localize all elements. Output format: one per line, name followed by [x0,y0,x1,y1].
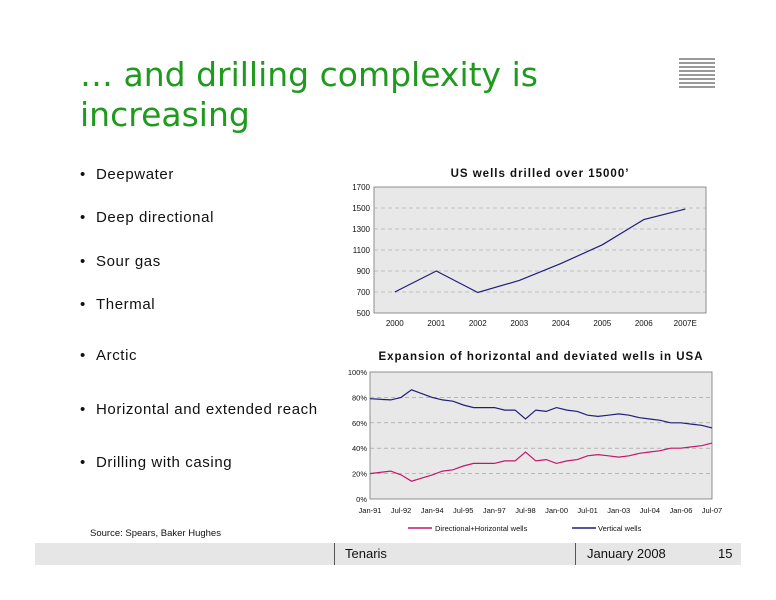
chart2-y-tick-label: 60% [352,419,367,428]
chart1-plot-area [373,186,707,314]
chart1-x-tick-label: 2006 [635,319,653,328]
chart2-y-tick-label: 80% [352,393,367,402]
chart2-y-tick-label: 100% [348,368,368,377]
bullet-item: • Deepwater [80,166,174,183]
chart2-legend-label: Directional+Horizontal wells [435,524,528,533]
bullet-text: Horizontal and extended reach [96,401,318,418]
chart2-x-tick-label: Jan-97 [483,506,506,515]
chart1-y-tick-label: 1100 [353,246,371,255]
chart1-x-tick-label: 2005 [593,319,611,328]
chart1-x-tick-label: 2000 [386,319,404,328]
chart2-y-tick-label: 40% [352,444,367,453]
chart1-title: US wells drilled over 15000’ [451,168,630,180]
chart2-series-directional-horizontal-line [369,442,713,482]
source-note: Source: Spears, Baker Hughes [90,528,221,539]
footer-date: January 2008 [587,546,666,561]
bullet-text: Deep directional [96,209,214,226]
bullet-item: • Horizontal and extended reach [80,401,318,418]
chart1-series-line [394,208,686,294]
chart1-x-tick-label: 2004 [552,319,570,328]
chart1-y-tick-label: 700 [357,288,371,297]
bullet-item: • Drilling with casing [80,454,233,471]
chart1-y-tick-label: 1300 [352,225,370,234]
chart1-y-tick-label: 1500 [352,204,370,213]
footer-company: Tenaris [345,546,387,561]
bullet-item: • Arctic [80,347,138,364]
chart2-x-tick-label: Jan-00 [545,506,568,515]
bullet-text: Deepwater [96,166,174,183]
bullet-text: Arctic [96,347,138,364]
chart2-x-tick-label: Jul-98 [515,506,535,515]
chart1-y-tick-label: 1700 [352,183,370,192]
chart1-y-tick-label: 500 [357,309,371,318]
chart1-y-tick-label: 900 [357,267,371,276]
chart2-x-tick-label: Jan-94 [421,506,444,515]
bullet-text: Drilling with casing [96,454,233,471]
bullet-text: Thermal [96,296,156,313]
chart1-x-tick-label: 2003 [510,319,528,328]
chart1-x-tick-label: 2001 [427,319,445,328]
chart2-legend-label: Vertical wells [598,524,642,533]
page-title: … and drilling complexity is increasing [80,55,538,134]
chart1-x-tick-label: 2007E [674,319,697,328]
footer-divider [334,543,335,565]
bullet-text: Sour gas [96,253,161,270]
chart2-y-tick-label: 20% [352,470,367,479]
tenaris-logo-icon [679,58,715,90]
chart2-x-tick-label: Jul-95 [453,506,473,515]
chart2-x-tick-label: Jan-91 [359,506,382,515]
chart2-x-tick-label: Jul-04 [640,506,660,515]
chart2-plot-area [369,371,713,500]
chart2-title: Expansion of horizontal and deviated wel… [378,351,703,363]
footer-bar: Tenaris January 2008 15 [35,543,741,565]
chart2-series-vertical-line [369,389,713,429]
chart2-x-tick-label: Jul-07 [702,506,722,515]
footer-page-number: 15 [718,546,733,561]
chart2-x-tick-label: Jul-01 [577,506,597,515]
bullet-item: • Deep directional [80,209,214,226]
chart2-y-tick-label: 0% [356,495,367,504]
chart2-x-tick-label: Jan-03 [607,506,630,515]
chart1-x-tick-label: 2002 [469,319,487,328]
chart2-x-tick-label: Jul-92 [391,506,411,515]
bullet-item: • Thermal [80,296,156,313]
chart2-x-tick-label: Jan-06 [669,506,692,515]
footer-divider [575,543,576,565]
bullet-item: • Sour gas [80,253,161,270]
